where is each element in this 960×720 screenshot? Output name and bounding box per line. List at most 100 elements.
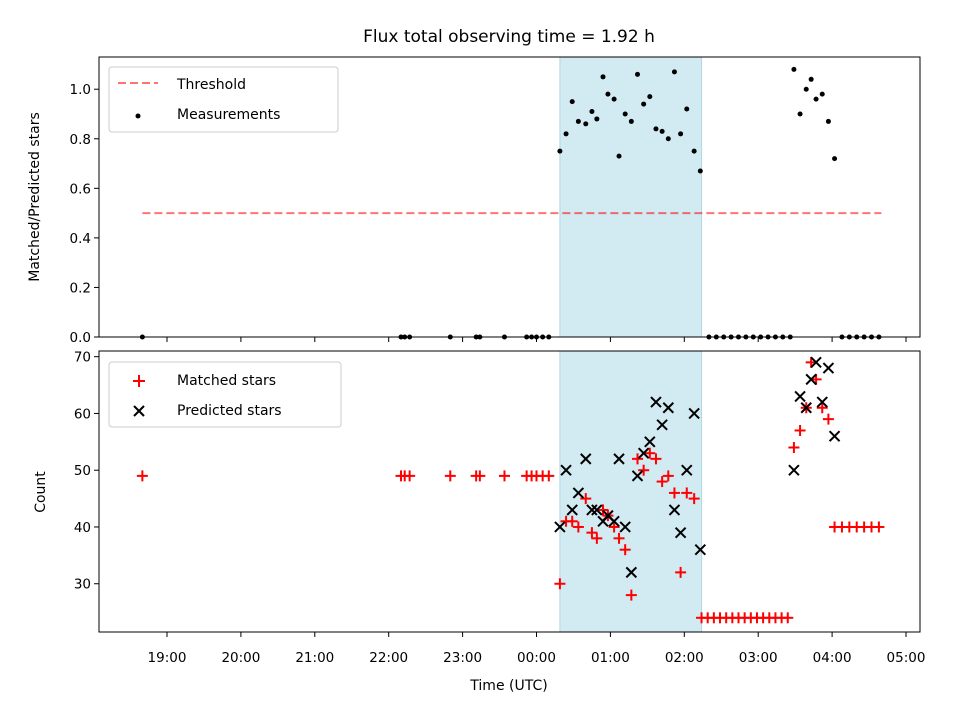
y-tick-label: 0.0 (70, 330, 91, 346)
predicted-star-point (800, 402, 812, 414)
top-y-axis-label: Matched/Predicted stars (27, 112, 43, 282)
matched-star-point (873, 521, 885, 533)
bottom-panel: 30 40 50 60 70 19:00 20:00 21:00 22:00 23:00 00:0… (33, 350, 925, 694)
predicted-star-point (828, 430, 841, 442)
matched-star-point (566, 515, 578, 527)
predicted-star-point (650, 396, 662, 408)
bottom-legend-box (108, 361, 342, 428)
predicted-star-point (822, 362, 835, 374)
top-shaded-region (559, 56, 703, 338)
predicted-star-point (591, 504, 603, 516)
predicted-star-point (816, 396, 828, 408)
measurement-point (819, 91, 825, 97)
x-tick-label: 05:00 (887, 650, 926, 666)
x-tick-label: 22:00 (369, 650, 408, 666)
matched-star-point (572, 521, 584, 533)
x-tick-label: 04:00 (813, 650, 852, 666)
y-tick-label: 70 (74, 350, 91, 366)
measurement-point (825, 118, 831, 124)
measurement-point (684, 106, 690, 112)
matched-star-point (625, 589, 637, 601)
top-x-ticks (166, 337, 907, 342)
bottom-legend: Matched stars Predicted stars (108, 361, 342, 428)
measurement-point (563, 131, 569, 137)
bottom-x-ticks: 19:00 20:00 21:00 22:00 23:00 00:00 01:00 02:00… (148, 632, 926, 666)
x-tick-label: 01:00 (591, 650, 630, 666)
measurement-point (589, 109, 595, 115)
predicted-star-point (586, 504, 598, 516)
x-tick-label: 20:00 (221, 650, 260, 666)
matched-star-point (688, 493, 700, 505)
matched-star-point (444, 470, 456, 482)
predicted-star-point (668, 504, 681, 516)
matched-star-point (650, 453, 662, 465)
predicted-star-point (560, 464, 572, 476)
y-tick-label: 0.8 (70, 132, 91, 148)
matched-star-point (591, 532, 603, 544)
predicted-star-point (788, 464, 800, 476)
legend-threshold-label: Threshold (176, 77, 246, 93)
measurement-point (583, 121, 589, 127)
chart-title: Flux total observing time = 1.92 h (363, 27, 655, 47)
matched-star-point (586, 527, 598, 539)
matched-star-point (404, 470, 416, 482)
measurement-point (616, 153, 622, 159)
matched-star-point (794, 424, 806, 436)
matched-star-point (638, 464, 650, 476)
measurement-point (832, 156, 838, 162)
measurement-point (594, 116, 600, 122)
predicted-star-point (566, 504, 578, 516)
matched-star-point (816, 402, 828, 414)
y-tick-label: 40 (74, 520, 91, 536)
measurement-point (671, 69, 677, 75)
top-y-ticks: 0.0 0.2 0.4 0.6 0.8 1.0 (70, 82, 99, 346)
y-tick-label: 0.2 (70, 280, 91, 296)
predicted-star-point (688, 407, 700, 420)
matched-star-point (668, 487, 680, 499)
predicted-star-point (613, 453, 625, 465)
matched-star-point (498, 470, 510, 482)
measurement-point (665, 136, 671, 142)
matched-star-point (597, 504, 609, 516)
measurement-point (697, 168, 703, 174)
predicted-star-point (625, 566, 638, 579)
x-tick-label: 21:00 (295, 650, 334, 666)
matched-star-point (656, 476, 668, 488)
y-tick-label: 0.4 (70, 231, 91, 247)
measurement-point (803, 86, 809, 92)
matched-star-point (644, 447, 656, 459)
matched-star-point (136, 470, 148, 482)
measurement-point (557, 148, 563, 154)
predicted-star-point (810, 356, 822, 369)
measurement-point (605, 91, 611, 97)
matched-star-point (782, 612, 794, 624)
y-tick-label: 0.6 (70, 181, 91, 197)
top-panel: 0.0 0.2 0.4 0.6 0.8 1.0 Matched/Predicted sta… (27, 56, 921, 346)
predicted-star-point (681, 464, 693, 476)
x-tick-label: 03:00 (739, 650, 778, 666)
matched-star-point (608, 521, 620, 533)
measurement-point (641, 101, 647, 107)
matched-star-point (788, 442, 800, 454)
matched-star-point (543, 470, 555, 482)
matched-star-point (619, 544, 631, 556)
legend-predicted-swatch (133, 405, 145, 417)
predicted-star-point (580, 453, 592, 465)
y-tick-label: 1.0 (70, 82, 91, 98)
measurement-point (678, 131, 684, 137)
top-legend: Threshold Measurements (108, 66, 339, 133)
top-axes-frame (98, 56, 921, 338)
matched-star-point (474, 470, 486, 482)
measurement-point (569, 99, 575, 105)
y-tick-label: 50 (74, 463, 91, 479)
measurement-point (791, 66, 797, 72)
y-tick-label: 60 (74, 406, 91, 422)
measurement-point (653, 126, 659, 132)
measurement-point (628, 118, 634, 124)
measurement-point (691, 148, 697, 154)
x-tick-label: 19:00 (148, 650, 187, 666)
bottom-shaded-region (559, 350, 703, 633)
measurement-point (575, 118, 581, 124)
measurement-point (659, 128, 665, 134)
